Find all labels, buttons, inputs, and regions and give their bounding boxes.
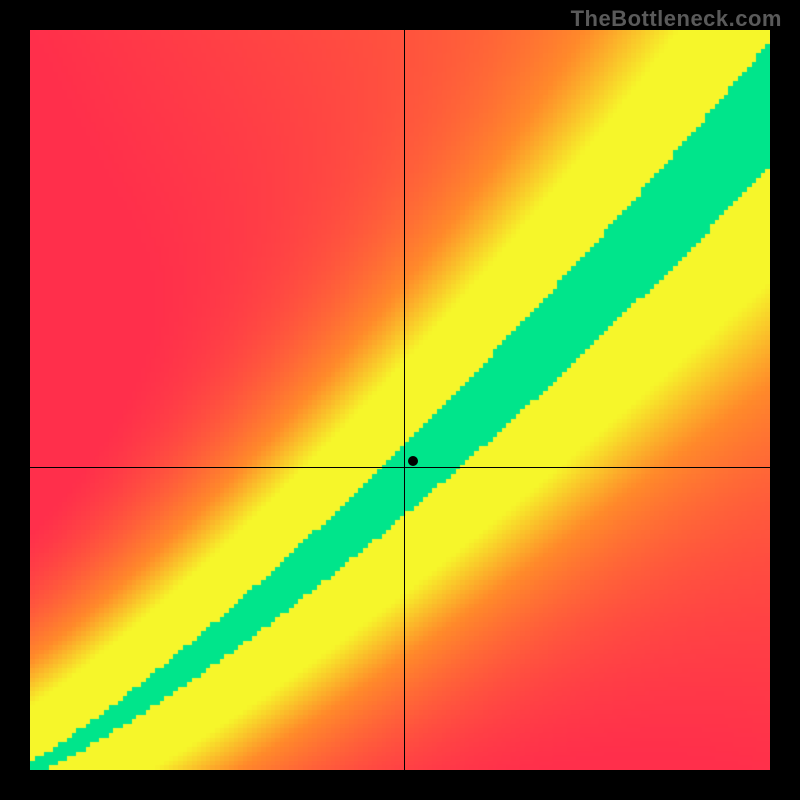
- watermark-text: TheBottleneck.com: [571, 6, 782, 32]
- crosshair-horizontal: [30, 467, 770, 468]
- heatmap-canvas: [30, 30, 770, 770]
- chart-container: TheBottleneck.com: [0, 0, 800, 800]
- crosshair-vertical: [404, 30, 405, 770]
- data-point-marker: [408, 456, 418, 466]
